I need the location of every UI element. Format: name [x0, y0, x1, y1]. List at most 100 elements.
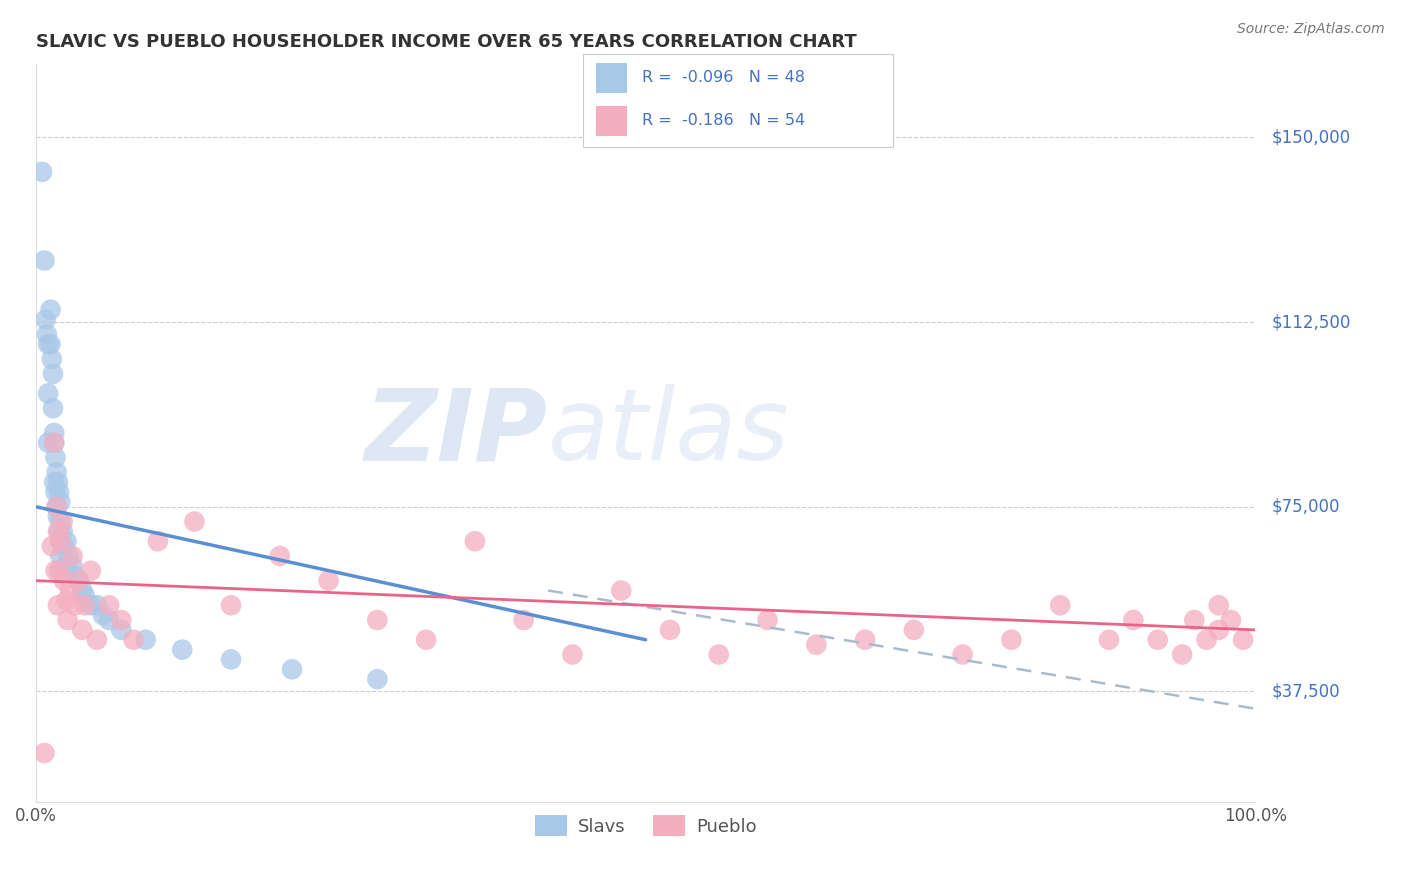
Point	[67, 574, 90, 588]
Point	[49, 549, 72, 563]
Point	[44, 435, 66, 450]
Point	[55, 593, 77, 607]
Point	[219, 599, 242, 613]
Text: $37,500: $37,500	[1271, 682, 1340, 700]
Point	[56, 613, 79, 627]
Point	[62, 558, 84, 573]
Point	[281, 662, 304, 676]
Point	[1232, 632, 1254, 647]
Point	[561, 648, 583, 662]
Point	[415, 632, 437, 647]
Point	[1208, 623, 1230, 637]
Point	[63, 568, 86, 582]
Text: atlas: atlas	[548, 384, 790, 482]
Point	[67, 574, 90, 588]
Point	[756, 613, 779, 627]
Point	[707, 648, 730, 662]
Point	[659, 623, 682, 637]
Point	[146, 534, 169, 549]
Point	[73, 599, 96, 613]
Point	[91, 608, 114, 623]
Point	[183, 515, 205, 529]
Point	[44, 425, 66, 440]
Point	[219, 652, 242, 666]
FancyBboxPatch shape	[596, 63, 627, 93]
Text: $75,000: $75,000	[1271, 498, 1340, 516]
Point	[49, 515, 72, 529]
Point	[53, 574, 76, 588]
Point	[59, 583, 82, 598]
Point	[34, 746, 56, 760]
Point	[610, 583, 633, 598]
Point	[1171, 648, 1194, 662]
Point	[1182, 613, 1205, 627]
Text: SLAVIC VS PUEBLO HOUSEHOLDER INCOME OVER 65 YEARS CORRELATION CHART: SLAVIC VS PUEBLO HOUSEHOLDER INCOME OVER…	[37, 33, 856, 51]
Text: Source: ZipAtlas.com: Source: ZipAtlas.com	[1237, 22, 1385, 37]
Point	[1219, 613, 1241, 627]
Point	[48, 564, 70, 578]
Point	[46, 599, 69, 613]
Point	[37, 337, 59, 351]
Point	[318, 574, 340, 588]
Point	[903, 623, 925, 637]
Point	[39, 302, 62, 317]
Point	[35, 327, 58, 342]
Point	[49, 495, 72, 509]
Point	[48, 524, 70, 539]
Point	[98, 613, 121, 627]
Point	[952, 648, 974, 662]
Point	[73, 589, 96, 603]
Point	[37, 386, 59, 401]
Point	[45, 500, 67, 514]
Point	[49, 564, 72, 578]
Point	[366, 613, 388, 627]
Point	[172, 642, 194, 657]
Point	[63, 599, 86, 613]
Point	[34, 253, 56, 268]
Point	[1208, 599, 1230, 613]
Text: ZIP: ZIP	[366, 384, 548, 482]
Text: R =  -0.096   N = 48: R = -0.096 N = 48	[643, 70, 806, 86]
Point	[41, 351, 63, 366]
Point	[31, 165, 53, 179]
Point	[1195, 632, 1218, 647]
Point	[366, 672, 388, 686]
Point	[110, 623, 132, 637]
Point	[80, 599, 103, 613]
Legend: Slavs, Pueblo: Slavs, Pueblo	[526, 806, 766, 845]
Point	[44, 485, 66, 500]
Point	[1146, 632, 1168, 647]
Point	[52, 515, 75, 529]
Point	[34, 312, 56, 326]
Point	[39, 337, 62, 351]
Point	[853, 632, 876, 647]
Text: $150,000: $150,000	[1271, 128, 1350, 146]
Point	[44, 435, 66, 450]
Point	[42, 401, 65, 416]
Point	[44, 564, 66, 578]
Point	[1098, 632, 1121, 647]
Point	[1049, 599, 1071, 613]
Point	[45, 500, 67, 514]
Point	[46, 524, 69, 539]
Point	[122, 632, 145, 647]
Point	[98, 599, 121, 613]
Point	[42, 367, 65, 381]
Point	[135, 632, 157, 647]
Point	[48, 485, 70, 500]
Point	[86, 599, 108, 613]
Point	[41, 539, 63, 553]
Point	[52, 524, 75, 539]
Text: R =  -0.186   N = 54: R = -0.186 N = 54	[643, 113, 806, 128]
Point	[46, 509, 69, 524]
Point	[72, 623, 94, 637]
Point	[512, 613, 534, 627]
FancyBboxPatch shape	[596, 106, 627, 136]
Point	[72, 583, 94, 598]
Point	[110, 613, 132, 627]
Point	[58, 549, 80, 563]
Point	[1000, 632, 1022, 647]
Point	[62, 549, 84, 563]
Point	[86, 632, 108, 647]
Point	[55, 534, 77, 549]
